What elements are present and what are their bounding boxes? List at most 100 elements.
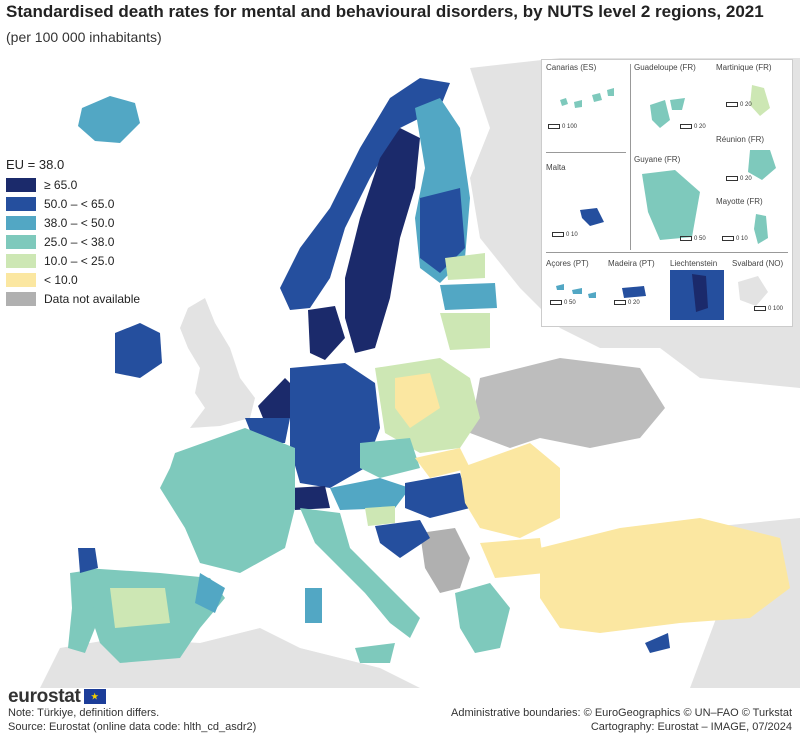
- germany: [290, 363, 380, 488]
- inset-label: Açores (PT): [546, 259, 589, 268]
- inset-reunion: Réunion (FR) 0 20: [712, 132, 792, 194]
- bulgaria: [480, 538, 545, 578]
- inset-label: Mayotte (FR): [716, 197, 763, 206]
- reunion-shape: [748, 150, 776, 180]
- czechia: [360, 438, 420, 478]
- legend-swatch: [6, 215, 36, 230]
- slovakia: [415, 448, 470, 478]
- inset-madeira: Madeira (PT) 0 20: [604, 256, 666, 326]
- legend-swatch: [6, 177, 36, 192]
- legend-row: 10.0 – < 25.0: [6, 251, 140, 270]
- map-legend: EU = 38.0 ≥ 65.0 50.0 – < 65.0 38.0 – < …: [6, 157, 140, 308]
- inset-label: Réunion (FR): [716, 135, 765, 144]
- croatia: [375, 520, 430, 558]
- legend-row: 50.0 – < 65.0: [6, 194, 140, 213]
- inset-label: Guadeloupe (FR): [634, 63, 696, 72]
- inset-divider: [546, 252, 788, 253]
- great-britain: [180, 298, 255, 428]
- inset-malta: Malta 0 10: [542, 160, 630, 252]
- netherlands: [258, 378, 300, 423]
- inset-panel: Canarias (ES) 0 100 Guadeloupe (FR) 0 20…: [541, 59, 793, 327]
- legend-swatch: [6, 253, 36, 268]
- greece: [455, 583, 510, 653]
- inset-liechtenstein: Liechtenstein: [666, 256, 728, 326]
- inset-label: Guyane (FR): [634, 155, 681, 164]
- legend-label: ≥ 65.0: [44, 177, 78, 192]
- guyane-shape: [642, 170, 700, 240]
- scale-bar: 0 20: [726, 102, 752, 108]
- inset-guyane: Guyane (FR) 0 50: [630, 152, 712, 252]
- estonia: [445, 253, 485, 280]
- madeira-shape: [622, 286, 646, 298]
- portugal: [68, 570, 95, 653]
- malta-shape: [580, 208, 604, 226]
- inset-guadeloupe: Guadeloupe (FR) 0 20: [630, 60, 712, 152]
- portugal-north: [78, 548, 98, 573]
- inset-label: Liechtenstein: [670, 259, 718, 268]
- scale-bar: 0 10: [722, 236, 748, 242]
- legend-swatch: [6, 234, 36, 249]
- scale-bar: 0 20: [726, 176, 752, 182]
- legend-row: < 10.0: [6, 270, 140, 289]
- legend-row: Data not available: [6, 289, 140, 308]
- cartography-credit: Cartography: Eurostat – IMAGE, 07/2024: [590, 721, 792, 733]
- iceland: [78, 96, 140, 143]
- inset-label: Martinique (FR): [716, 63, 772, 72]
- sicily: [355, 643, 395, 663]
- scale-bar: 0 100: [548, 124, 577, 130]
- latvia: [440, 283, 497, 310]
- france: [160, 428, 295, 573]
- austria: [330, 478, 410, 510]
- belarus-ukraine: [470, 358, 665, 448]
- scale-bar: 0 20: [680, 124, 706, 130]
- scale-bar: 0 20: [614, 300, 640, 306]
- inset-label: Madeira (PT): [608, 259, 655, 268]
- poland-central: [395, 373, 440, 428]
- finland-south: [420, 188, 465, 273]
- scale-bar: 0 100: [754, 306, 783, 312]
- inset-canarias: Canarias (ES) 0 100: [542, 60, 630, 152]
- legend-label: < 10.0: [44, 272, 78, 287]
- eurostat-logo: eurostat ★: [8, 686, 106, 708]
- norway: [280, 78, 450, 310]
- inset-divider: [630, 64, 631, 250]
- source-note: Source: Eurostat (online data code: hlth…: [8, 721, 257, 733]
- romania: [460, 443, 560, 538]
- acores-shape: [556, 284, 596, 298]
- scale-bar: 0 50: [550, 300, 576, 306]
- legend-eu-average: EU = 38.0: [6, 157, 65, 172]
- lithuania: [440, 313, 490, 350]
- inset-label: Malta: [546, 163, 566, 172]
- inset-acores: Açores (PT) 0 50: [542, 256, 604, 326]
- switzerland: [290, 486, 330, 510]
- scale-bar: 0 50: [680, 236, 706, 242]
- legend-label: 10.0 – < 25.0: [44, 253, 115, 268]
- legend-label: 25.0 – < 38.0: [44, 234, 115, 249]
- inset-svalbard: Svalbard (NO) 0 100: [728, 256, 792, 326]
- legend-swatch: [6, 196, 36, 211]
- canarias-shape: [560, 88, 614, 108]
- inset-martinique: Martinique (FR) 0 20: [712, 60, 792, 130]
- denmark: [308, 306, 345, 360]
- inset-divider: [546, 152, 626, 153]
- guadeloupe-shape: [650, 98, 685, 128]
- legend-row: 25.0 – < 38.0: [6, 232, 140, 251]
- balkans-non-eu: [420, 528, 470, 593]
- inset-label: Canarias (ES): [546, 63, 597, 72]
- legend-swatch: [6, 272, 36, 287]
- footnote: Note: Türkiye, definition differs.: [8, 707, 160, 719]
- ireland: [115, 323, 162, 378]
- eu-flag-icon: ★: [83, 689, 106, 705]
- spain-central: [110, 588, 170, 628]
- admin-boundaries-credit: Administrative boundaries: © EuroGeograp…: [450, 707, 792, 719]
- catalonia: [195, 573, 225, 613]
- svalbard-shape: [738, 276, 768, 306]
- italy: [300, 508, 420, 638]
- legend-label: Data not available: [44, 291, 141, 306]
- hungary: [405, 473, 470, 518]
- inset-label: Svalbard (NO): [732, 259, 784, 268]
- legend-label: 38.0 – < 50.0: [44, 215, 115, 230]
- legend-row: 38.0 – < 50.0: [6, 213, 140, 232]
- cyprus: [645, 633, 670, 653]
- legend-swatch: [6, 291, 36, 306]
